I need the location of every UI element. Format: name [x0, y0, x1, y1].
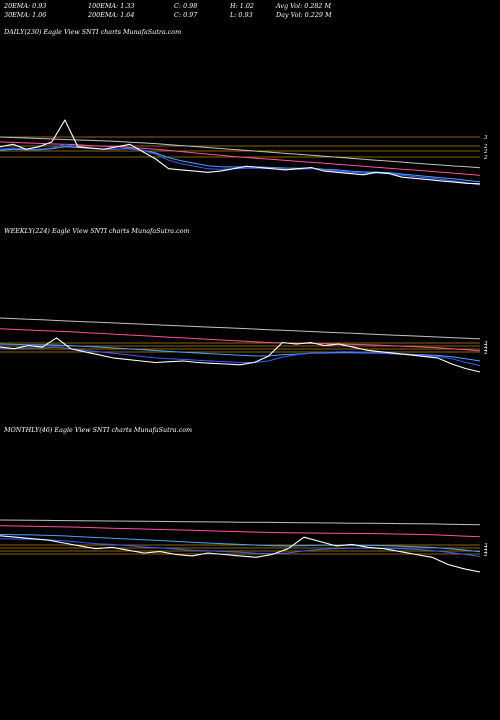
monthly-level-label-0: 3 — [484, 543, 488, 549]
weekly-level-label-3: 2 — [483, 350, 488, 356]
monthly-level-label-3: 2 — [483, 552, 488, 558]
weekly-level-label-1: 2 — [483, 344, 488, 350]
monthly-level-label-1: 2 — [483, 546, 488, 552]
stat-30ema: 30EMA: 1.06 — [4, 11, 47, 19]
daily-ema30-line — [0, 146, 481, 183]
monthly-ema100-line — [0, 525, 481, 538]
stat-low: L: 0.93 — [230, 11, 253, 19]
weekly-ema20-line — [0, 346, 481, 367]
stat-200ema: 200EMA: 1.64 — [88, 11, 135, 19]
daily-level-label-3: 2 — [483, 155, 488, 161]
daily-price-line — [0, 119, 481, 185]
monthly-ema30-line — [0, 533, 481, 553]
daily-chart-title: DAILY(230) Eagle View SNTI charts Munafa… — [4, 28, 182, 36]
daily-ema200-line — [0, 136, 481, 169]
stat-20ema: 20EMA: 0.93 — [4, 2, 47, 10]
weekly-ema100-line — [0, 328, 481, 352]
stat-open: C: 0.98 — [174, 2, 198, 10]
weekly-level-label-2: 2 — [483, 347, 488, 353]
monthly-level-label-2: 2 — [483, 549, 488, 555]
stat-100ema: 100EMA: 1.33 — [88, 2, 135, 10]
stat-close: C: 0.97 — [174, 11, 198, 19]
weekly-chart-title: WEEKLY(224) Eagle View SNTI charts Munaf… — [4, 227, 190, 235]
weekly-ema200-line — [0, 317, 481, 340]
stats-header: 20EMA: 0.93 100EMA: 1.33 C: 0.98 H: 1.02… — [4, 1, 500, 21]
weekly-level-label-0: 3 — [484, 341, 488, 347]
stat-avg-vol: Avg Vol: 0.282 M — [276, 2, 332, 10]
monthly-price-line — [0, 535, 481, 573]
daily-level-label-0: 3 — [484, 135, 488, 141]
monthly-ema200-line — [0, 519, 481, 526]
monthly-chart-title: MONTHLY(46) Eagle View SNTI charts Munaf… — [4, 426, 193, 434]
stat-day-vol: Day Vol: 0.229 M — [276, 11, 332, 19]
stat-high: H: 1.02 — [230, 2, 254, 10]
daily-ema100-line — [0, 141, 481, 176]
daily-level-label-1: 2 — [483, 144, 488, 150]
daily-level-label-2: 2 — [483, 149, 488, 155]
monthly-ema20-line — [0, 538, 481, 557]
weekly-price-line — [0, 337, 481, 373]
